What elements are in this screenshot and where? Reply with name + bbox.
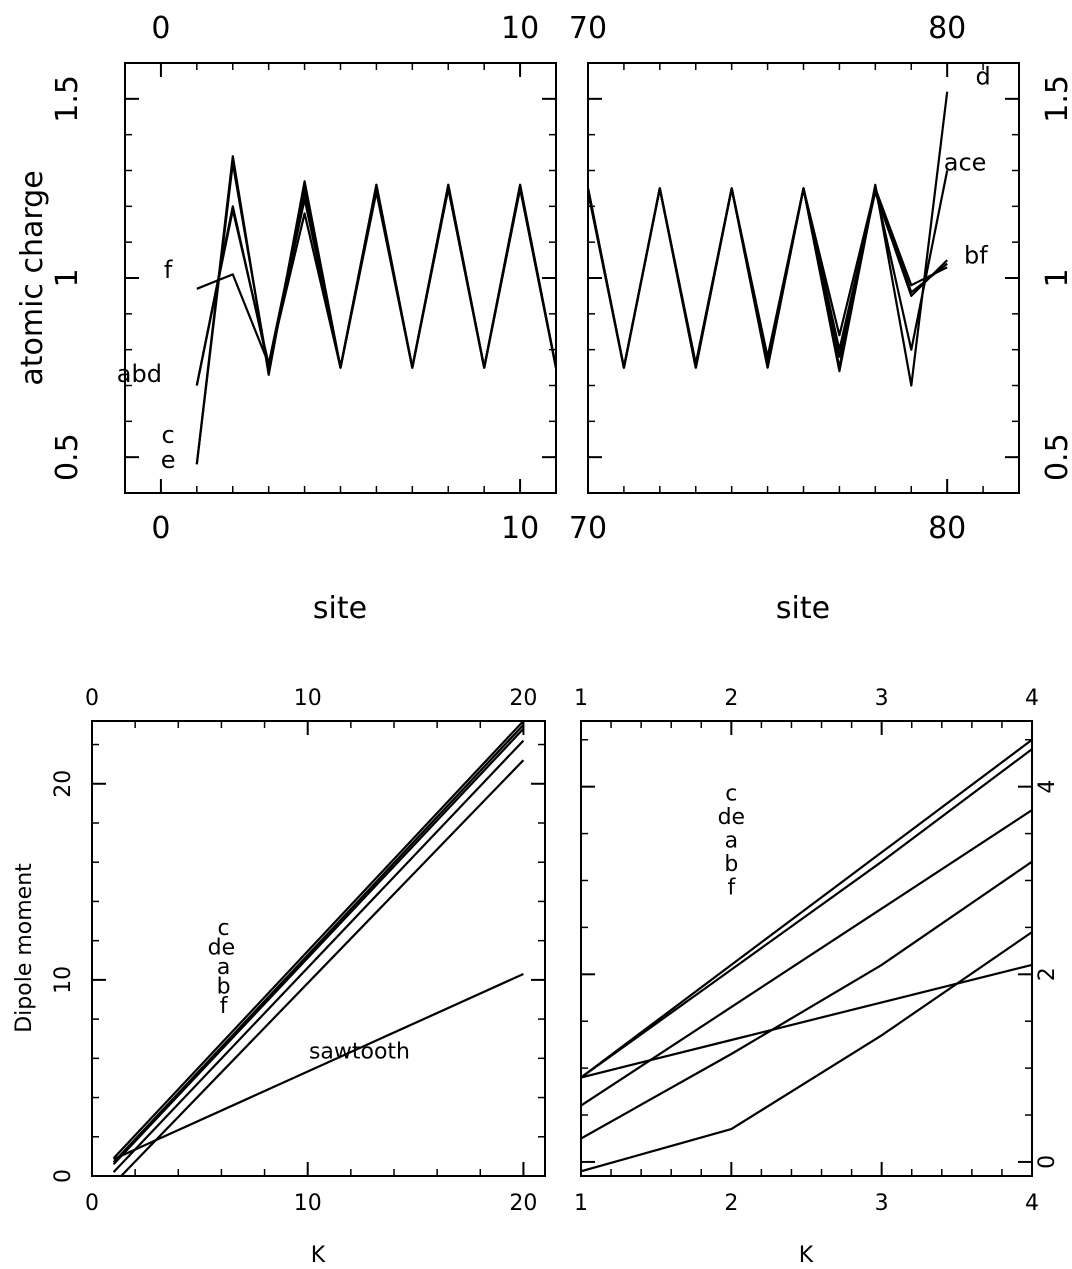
annotation-label: de: [718, 805, 746, 830]
x-tick-label: 80: [928, 511, 966, 546]
panel-charge-left-frame: [124, 62, 557, 494]
y-tick-label-right: 1.5: [1040, 75, 1072, 123]
annotation-label: abd: [117, 360, 162, 388]
dipole-right-series: [581, 738, 1032, 1173]
y-tick-label: 1: [50, 268, 85, 287]
x-tick-label-top: 4: [1025, 686, 1039, 711]
panel-charge-right-frame: [587, 62, 1020, 494]
y-tick-label: 0: [51, 1169, 76, 1183]
y-tick-label: 10: [51, 966, 76, 994]
x-tick-label: 10: [294, 1191, 322, 1216]
series-line: [195, 155, 556, 465]
dipole-left-xlabel: K: [311, 1243, 326, 1268]
series-line: [112, 724, 525, 1164]
x-tick-label-top: 20: [509, 686, 537, 711]
series-line: [112, 728, 525, 1165]
x-tick-label-top: 70: [569, 11, 607, 46]
series-line: [581, 860, 1032, 1140]
y-tick-label-right: 2: [1035, 967, 1060, 981]
charge-right-annotations: d ace bf: [944, 63, 991, 270]
annotation-label: b: [217, 975, 231, 1000]
annotation-label: c: [725, 782, 737, 807]
x-tick-label-top: 2: [724, 686, 738, 711]
y-tick-label: 20: [51, 770, 76, 798]
x-tick-label: 3: [875, 1191, 889, 1216]
x-tick-label-top: 80: [928, 11, 966, 46]
annotation-label: c: [218, 916, 230, 941]
annotation-label: bf: [964, 242, 988, 270]
panel-charge-right: site 70 70 80 80 0.5 1 1.5 d ace bf: [569, 11, 1072, 626]
y-tick-label-right: 0.5: [1040, 433, 1072, 481]
annotation-label: b: [724, 852, 738, 877]
y-tick-label-right: 1: [1040, 268, 1072, 287]
annotation-label: e: [161, 446, 176, 474]
annotation-label: de: [208, 935, 236, 960]
annotation-label: ace: [944, 149, 987, 177]
dipole-right-ticks: 1 1 2 2 3 3 4 4 0 2 4: [574, 686, 1060, 1216]
x-tick-label-top: 0: [151, 11, 170, 46]
x-tick-label-top: 10: [294, 686, 322, 711]
x-tick-label-top: 1: [574, 686, 588, 711]
y-tick-label-right: 4: [1035, 780, 1060, 794]
annotation-label: f: [220, 994, 229, 1019]
x-tick-label: 0: [151, 511, 170, 546]
dipole-right-xlabel: K: [799, 1243, 814, 1268]
series-line: [581, 748, 1032, 1079]
charge-left-ticks: 0 0 10 10 0.5 1 1.5: [50, 11, 557, 546]
x-tick-label: 1: [574, 1191, 588, 1216]
annotation-label: a: [217, 955, 230, 980]
dipole-left-series: [112, 721, 525, 1176]
series-line: [588, 170, 949, 369]
series-line: [581, 809, 1032, 1107]
panel-charge-left: atomic charge site 0 0 10 10 0.5 1 1.5 f abd ce: [15, 11, 557, 626]
annotation-label: sawtooth: [309, 1039, 410, 1064]
x-tick-label: 10: [501, 511, 539, 546]
panel-dipole-right-frame: [580, 720, 1033, 1177]
panel-dipole-left-frame: [91, 720, 546, 1177]
series-line: [119, 759, 525, 1176]
series-line: [581, 931, 1032, 1173]
y-tick-label-right: 0: [1035, 1155, 1060, 1169]
series-line: [195, 187, 556, 386]
charge-right-ticks: 70 70 80 80 0.5 1 1.5: [569, 11, 1072, 546]
series-line: [581, 963, 1032, 1079]
x-tick-label: 70: [569, 511, 607, 546]
charge-left-xlabel: site: [313, 591, 367, 626]
series-line: [113, 972, 524, 1161]
series-line: [581, 738, 1032, 1079]
series-line: [112, 721, 525, 1160]
annotation-label: c: [161, 421, 174, 449]
charge-right-xlabel: site: [776, 591, 830, 626]
annotation-label: a: [725, 829, 738, 854]
x-tick-label: 2: [724, 1191, 738, 1216]
charge-left-annotations: f abd ce: [117, 256, 176, 474]
annotation-label: f: [727, 876, 736, 901]
charge-left-ylabel: atomic charge: [15, 170, 50, 385]
y-tick-label: 1.5: [50, 75, 85, 123]
series-line: [196, 187, 556, 369]
series-line: [195, 162, 556, 465]
annotation-label: d: [975, 63, 990, 91]
x-tick-label: 4: [1025, 1191, 1039, 1216]
y-tick-label: 0.5: [50, 433, 85, 481]
charge-right-series: [588, 91, 949, 387]
x-tick-label-top: 0: [85, 686, 99, 711]
charge-left-series: [195, 155, 556, 465]
series-line: [588, 187, 948, 369]
x-tick-label-top: 10: [501, 11, 539, 46]
annotation-label: f: [164, 256, 173, 284]
x-tick-label: 20: [509, 1191, 537, 1216]
x-tick-label: 0: [85, 1191, 99, 1216]
dipole-left-ylabel: Dipole moment: [12, 863, 37, 1033]
series-line: [112, 739, 525, 1173]
x-tick-label-top: 3: [875, 686, 889, 711]
